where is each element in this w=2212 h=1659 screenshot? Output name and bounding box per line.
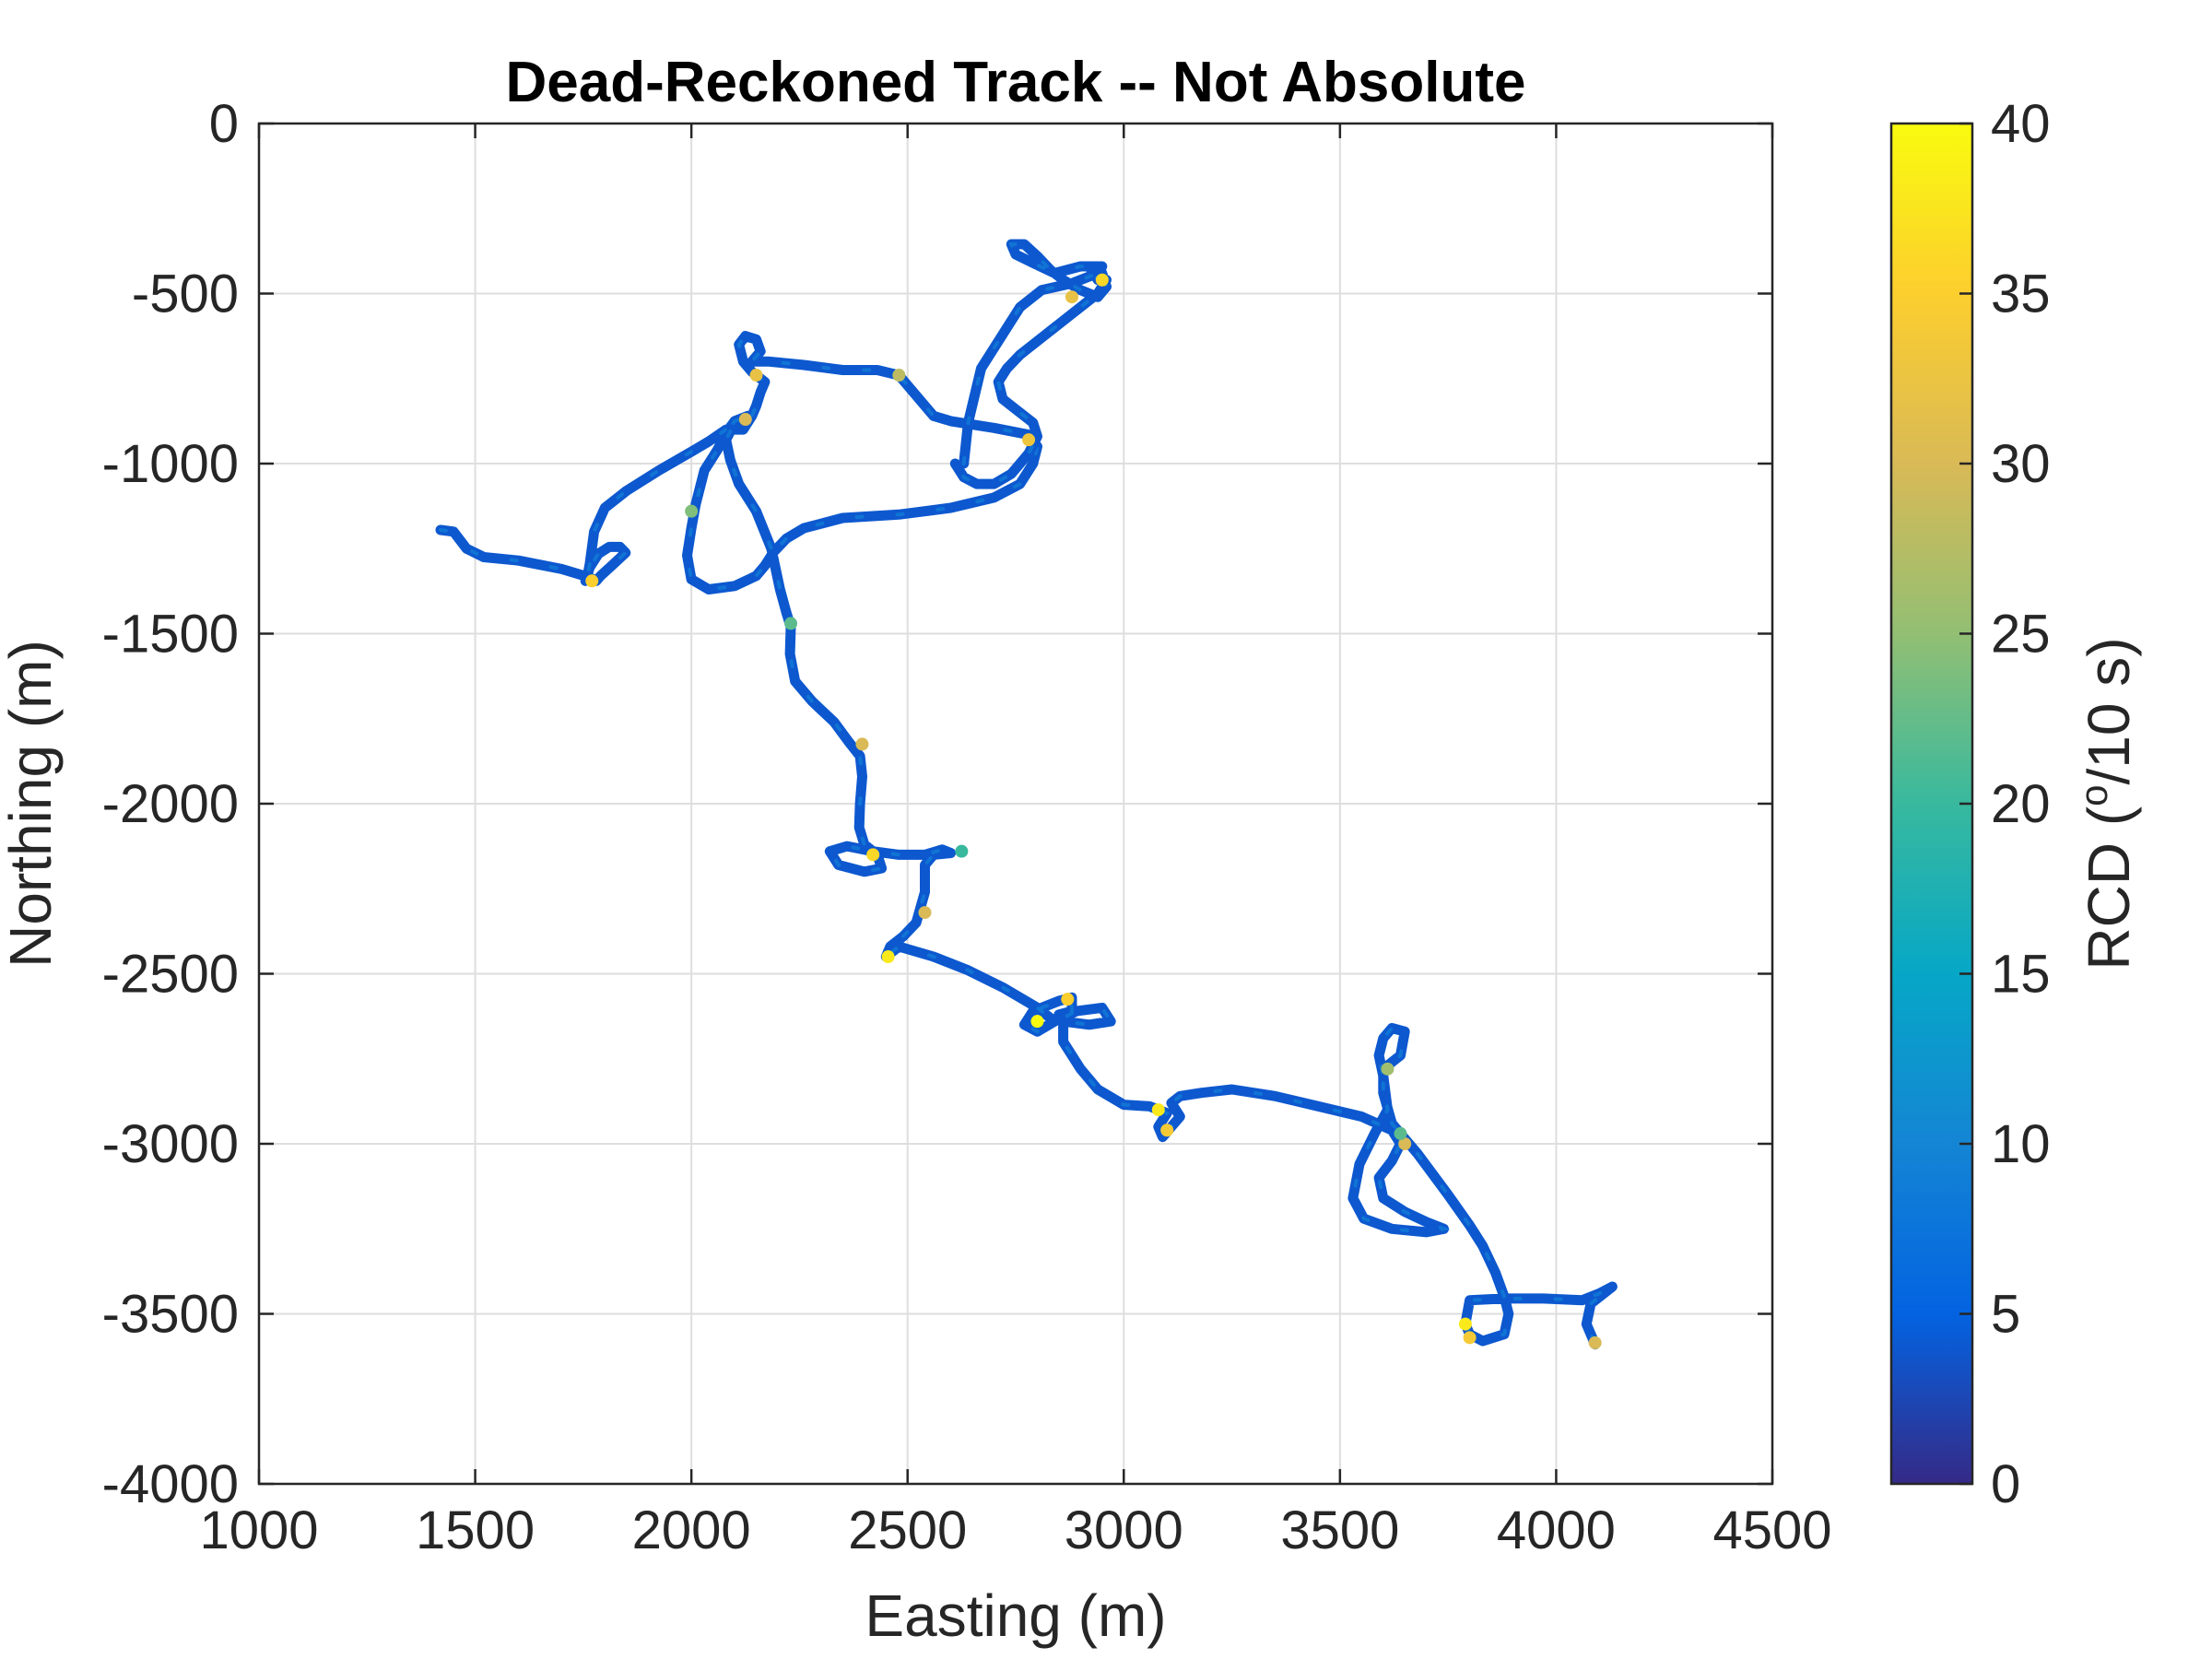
high-rcd-point — [1381, 1062, 1394, 1076]
high-rcd-point — [881, 950, 895, 964]
x-tick-label: 2500 — [848, 1500, 967, 1560]
high-rcd-point — [1061, 993, 1075, 1006]
y-tick-label: -1500 — [102, 605, 239, 665]
y-tick-label: -500 — [132, 265, 239, 324]
x-tick-label: 4000 — [1497, 1500, 1616, 1560]
y-tick-label: -4000 — [102, 1454, 239, 1514]
high-rcd-point — [892, 369, 906, 382]
high-rcd-markers — [585, 273, 1602, 1349]
x-tick-label: 2000 — [632, 1500, 751, 1560]
x-axis-ticks: 1000 1500 2000 2500 3000 3500 4000 4500 — [199, 124, 1832, 1560]
colorbar-tick-label: 10 — [1991, 1114, 2051, 1174]
high-rcd-point — [1394, 1126, 1407, 1140]
colorbar-tick-label: 15 — [1991, 945, 2051, 1005]
high-rcd-point — [1398, 1137, 1412, 1150]
colorbar-tick-label: 40 — [1991, 94, 2051, 154]
colorbar-ticks: 0 5 10 15 20 25 30 35 40 — [1959, 94, 2051, 1514]
x-tick-label: 4500 — [1712, 1500, 1831, 1560]
high-rcd-point — [749, 369, 763, 382]
high-rcd-point — [1458, 1317, 1472, 1331]
x-tick-label: 1000 — [199, 1500, 318, 1560]
high-rcd-point — [1463, 1331, 1477, 1345]
high-rcd-point — [918, 906, 932, 920]
x-tick-label: 3000 — [1065, 1500, 1183, 1560]
colorbar: 0 5 10 15 20 25 30 35 40 RCD (o/10 s) — [1889, 94, 2142, 1514]
plot-area — [435, 239, 1618, 1350]
x-tick-label: 1500 — [416, 1500, 535, 1560]
colorbar-label-main: RCD ( — [2076, 806, 2142, 971]
colorbar-label-superscript: o — [2072, 784, 2115, 806]
colorbar-tick-label: 0 — [1991, 1454, 2020, 1514]
track-line-texture — [439, 334, 1614, 1347]
high-rcd-point — [738, 413, 752, 427]
track-line — [435, 331, 1618, 1350]
y-tick-label: -2000 — [102, 774, 239, 834]
colorbar-ramp — [1891, 124, 1972, 1484]
high-rcd-point — [866, 848, 880, 862]
high-rcd-point — [1095, 273, 1109, 287]
y-tick-label: -2500 — [102, 945, 239, 1005]
high-rcd-point — [1588, 1335, 1602, 1349]
y-tick-label: -3000 — [102, 1114, 239, 1174]
high-rcd-point — [1030, 1015, 1044, 1029]
track-loop-line — [949, 239, 1112, 489]
track-series — [435, 239, 1618, 1350]
colorbar-tick-label: 35 — [1991, 265, 2051, 324]
colorbar-label-tail: /10 s) — [2076, 637, 2142, 784]
high-rcd-point — [955, 844, 969, 858]
colorbar-tick-label: 25 — [1991, 605, 2051, 665]
colorbar-tick-label: 30 — [1991, 434, 2051, 494]
high-rcd-point — [1151, 1103, 1165, 1117]
high-rcd-point — [784, 617, 798, 630]
high-rcd-point — [1160, 1124, 1174, 1137]
y-axis-label: Northing (m) — [0, 640, 64, 968]
high-rcd-point — [1065, 290, 1078, 304]
colorbar-label: RCD (o/10 s) — [2072, 637, 2142, 970]
y-tick-label: -3500 — [102, 1285, 239, 1345]
y-axis-ticks: 0 -500 -1000 -1500 -2000 -2500 -3000 -3500 -4000 — [102, 94, 1772, 1514]
high-rcd-point — [855, 737, 869, 751]
high-rcd-point — [585, 574, 599, 588]
high-rcd-point — [685, 504, 699, 518]
chart-title: Dead-Reckoned Track -- Not Absolute — [505, 51, 1525, 114]
colorbar-tick-label: 5 — [1991, 1285, 2020, 1345]
y-tick-label: -1000 — [102, 434, 239, 494]
grid — [258, 123, 1773, 1485]
high-rcd-point — [1022, 433, 1036, 447]
x-tick-label: 3500 — [1280, 1500, 1399, 1560]
y-tick-label: 0 — [209, 94, 239, 154]
colorbar-tick-label: 20 — [1991, 774, 2051, 834]
x-axis-label: Easting (m) — [865, 1583, 1166, 1649]
